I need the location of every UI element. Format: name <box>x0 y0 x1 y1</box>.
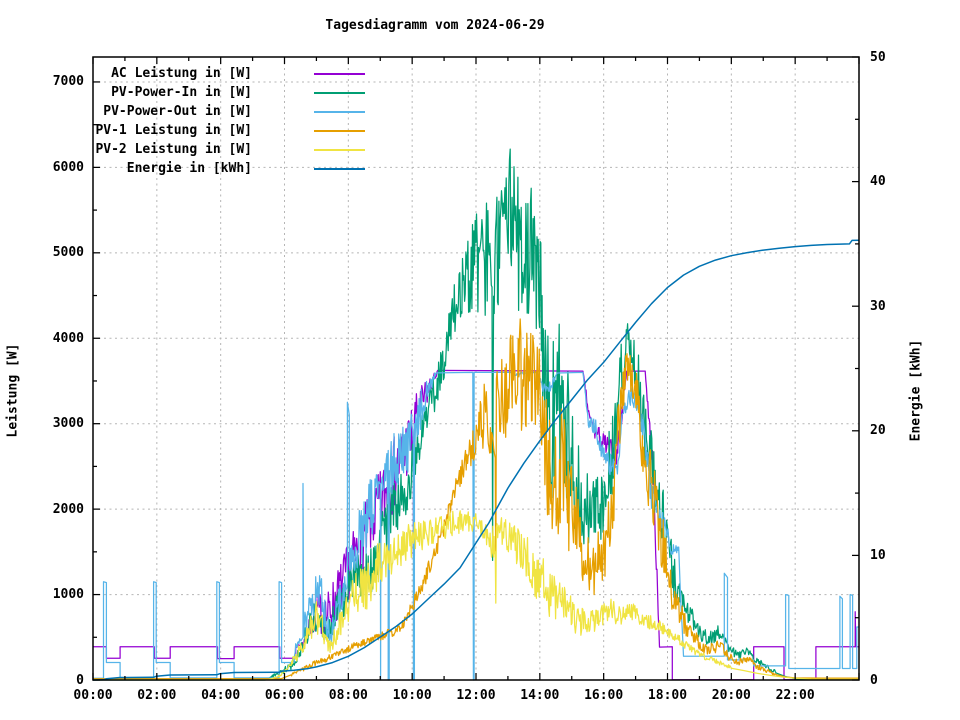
legend-line-sample <box>314 72 365 75</box>
legend: AC Leistung in [W] PV-Power-In in [W] PV… <box>60 64 365 178</box>
x-tick-label: 22:00 <box>775 688 815 703</box>
y1-tick-label: 2000 <box>52 501 84 517</box>
legend-label: PV-Power-In in [W] <box>111 85 252 100</box>
y1-tick-label: 3000 <box>52 416 84 432</box>
legend-item: PV-2 Leistung in [W] <box>60 140 365 159</box>
legend-line-sample <box>314 110 365 113</box>
x-tick-label: 04:00 <box>201 688 241 703</box>
legend-line-sample <box>314 148 365 151</box>
legend-label: PV-2 Leistung in [W] <box>95 142 252 157</box>
x-tick-label: 02:00 <box>137 688 177 703</box>
x-tick-label: 00:00 <box>73 688 113 703</box>
y2-tick-label: 0 <box>870 672 878 688</box>
legend-line-sample <box>314 91 365 94</box>
legend-label: PV-Power-Out in [W] <box>103 104 252 119</box>
legend-item: Energie in [kWh] <box>60 159 365 178</box>
legend-label: PV-1 Leistung in [W] <box>95 123 252 138</box>
x-tick-label: 08:00 <box>328 688 368 703</box>
legend-label: Energie in [kWh] <box>126 161 252 176</box>
y1-tick-label: 0 <box>76 672 84 688</box>
y1-tick-label: 4000 <box>52 330 84 346</box>
x-tick-label: 16:00 <box>584 688 624 703</box>
legend-item: PV-1 Leistung in [W] <box>60 121 365 140</box>
y2-tick-label: 30 <box>870 298 886 314</box>
x-tick-label: 12:00 <box>456 688 496 703</box>
y2-tick-label: 50 <box>870 49 886 65</box>
y1-tick-label: 1000 <box>52 587 84 603</box>
y2-tick-label: 10 <box>870 547 886 563</box>
y1-tick-label: 7000 <box>52 74 84 90</box>
x-tick-label: 06:00 <box>264 688 305 703</box>
y1-axis-title: Leistung [W] <box>5 343 21 438</box>
x-tick-label: 20:00 <box>711 688 751 703</box>
x-tick-label: 10:00 <box>392 688 432 703</box>
legend-item: PV-Power-In in [W] <box>60 83 365 102</box>
legend-line-sample <box>314 129 365 132</box>
legend-label: AC Leistung in [W] <box>111 66 252 81</box>
legend-line-sample <box>314 167 365 170</box>
legend-item: PV-Power-Out in [W] <box>60 102 365 121</box>
y1-tick-label: 5000 <box>52 245 84 261</box>
y2-tick-label: 40 <box>870 174 886 190</box>
y2-tick-label: 20 <box>870 423 886 439</box>
x-tick-label: 14:00 <box>520 688 560 703</box>
x-tick-label: 18:00 <box>647 688 688 703</box>
chart-title: Tagesdiagramm vom 2024-06-29 <box>325 18 545 33</box>
y1-tick-label: 6000 <box>52 159 84 175</box>
legend-item: AC Leistung in [W] <box>60 64 365 83</box>
